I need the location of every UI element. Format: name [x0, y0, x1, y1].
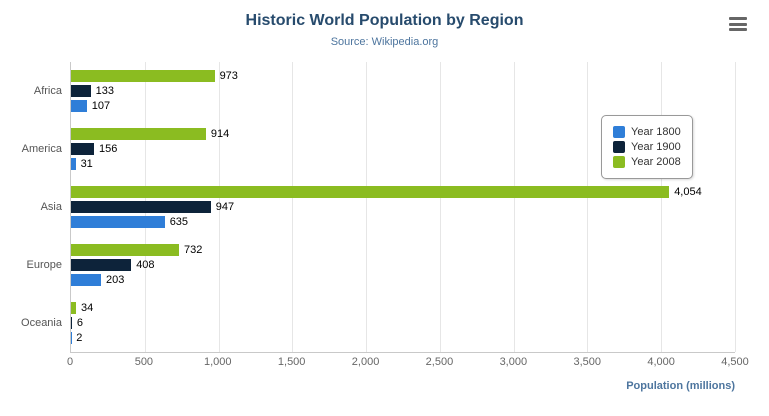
bar-row: 31 [71, 158, 735, 170]
legend-item-year-2008[interactable]: Year 2008 [613, 156, 681, 168]
bar-row: 914 [71, 128, 735, 140]
bar-group-oceania: Oceania 34 6 2 [21, 294, 735, 352]
bar-value-label: 947 [215, 200, 235, 213]
x-axis-tick-labels: 0 500 1,000 1,500 2,000 2,500 3,000 3,500 4,000 4… [66, 356, 749, 370]
bar-year-1800[interactable] [71, 100, 87, 112]
x-axis-title: Population (millions) [626, 380, 735, 392]
bar-row: 6 [71, 317, 735, 329]
bar-row: 34 [71, 302, 735, 314]
bar-value-label: 107 [91, 99, 111, 112]
gridline [735, 62, 736, 352]
x-axis-tick-label: 4,000 [647, 356, 675, 368]
bar-value-label: 914 [210, 127, 230, 140]
x-axis-tick-label: 4,500 [721, 356, 749, 368]
gridline [218, 62, 220, 352]
bar-year-1800[interactable] [71, 274, 101, 286]
bar-group-europe: Europe 732 408 203 [27, 236, 735, 294]
bar-year-1800[interactable] [71, 158, 76, 170]
bar-year-1900[interactable] [71, 317, 72, 329]
legend: Year 1800 Year 1900 Year 2008 [601, 115, 693, 179]
gridline [513, 62, 515, 352]
bar-group-america: America 914 156 31 [22, 120, 735, 178]
gridline [366, 62, 368, 352]
bar-year-1800[interactable] [71, 216, 165, 228]
x-axis-tick-label: 3,500 [573, 356, 601, 368]
bar-value-label: 6 [76, 316, 83, 329]
bar-value-label: 31 [80, 157, 93, 170]
bar-year-2008[interactable] [71, 186, 670, 198]
bar-value-label: 635 [169, 215, 189, 228]
gridline [439, 62, 441, 352]
bar-row: 408 [71, 259, 735, 271]
chart-subtitle: Source: Wikipedia.org [330, 36, 439, 48]
bar-year-2008[interactable] [71, 244, 179, 256]
bar-row: 635 [71, 216, 735, 228]
bar-value-label: 2 [76, 331, 83, 344]
legend-item-year-1900[interactable]: Year 1900 [613, 141, 681, 153]
bar-row: 2 [71, 332, 735, 344]
gridline [661, 62, 663, 352]
bar-year-2008[interactable] [71, 302, 77, 314]
bar-row: 4,054 [71, 186, 735, 198]
bar-group-asia: Asia 4,054 947 635 [41, 178, 735, 236]
category-label: Oceania [21, 317, 62, 329]
category-label: Europe [26, 259, 62, 271]
bar-group-africa: Africa 973 133 107 [34, 62, 735, 120]
bar-value-label: 408 [136, 258, 155, 271]
bar-row: 947 [71, 201, 735, 213]
bar-row: 156 [71, 143, 735, 155]
bar-year-1900[interactable] [71, 143, 95, 155]
bar-row: 107 [71, 100, 735, 112]
legend-swatch-year-1800 [613, 126, 625, 138]
category-label: Asia [40, 201, 62, 213]
bar-value-label: 203 [105, 273, 125, 286]
bar-row: 973 [71, 70, 735, 82]
x-axis-tick-label: 2,500 [425, 356, 454, 368]
bar-row: 732 [71, 244, 735, 256]
gridline [587, 62, 589, 352]
legend-label: Year 2008 [631, 156, 681, 168]
bar-year-1900[interactable] [71, 259, 132, 271]
bar-year-2008[interactable] [71, 70, 215, 82]
category-label: America [21, 143, 62, 155]
bar-year-1900[interactable] [71, 85, 91, 97]
bar-value-label: 732 [184, 243, 203, 256]
bar-row: 203 [71, 274, 735, 286]
chart-title: Historic World Population by Region [245, 12, 524, 29]
gridline [292, 62, 294, 352]
bar-value-label: 4,054 [674, 185, 702, 198]
bar-row: 133 [71, 85, 735, 97]
hamburger-menu-icon[interactable] [727, 16, 749, 32]
category-label: Africa [33, 85, 62, 97]
x-axis-tick-label: 3,000 [499, 356, 528, 368]
bar-year-1900[interactable] [71, 201, 211, 213]
legend-label: Year 1800 [631, 126, 681, 138]
bar-value-label: 34 [81, 301, 94, 314]
bar-value-label: 973 [219, 69, 238, 82]
legend-swatch-year-2008 [613, 156, 625, 168]
x-axis-tick-label: 0 [66, 356, 74, 368]
x-axis-tick-label: 1,000 [204, 356, 232, 368]
bar-value-label: 133 [95, 84, 114, 97]
bar-value-label: 156 [99, 142, 118, 155]
legend-label: Year 1900 [631, 141, 681, 153]
bar-year-2008[interactable] [71, 128, 206, 140]
x-axis-tick-label: 1,500 [277, 356, 306, 368]
legend-swatch-year-1900 [613, 141, 625, 153]
x-axis-tick-label: 2,000 [351, 356, 380, 368]
legend-item-year-1800[interactable]: Year 1800 [613, 126, 681, 138]
x-axis-tick-label: 500 [134, 356, 154, 368]
bar-groups: Africa 973 133 107 America 914 156 31 Asia 4,054 9… [21, 62, 735, 352]
plot-area: Africa 973 133 107 America 914 156 31 Asia 4,054 9… [21, 62, 736, 353]
